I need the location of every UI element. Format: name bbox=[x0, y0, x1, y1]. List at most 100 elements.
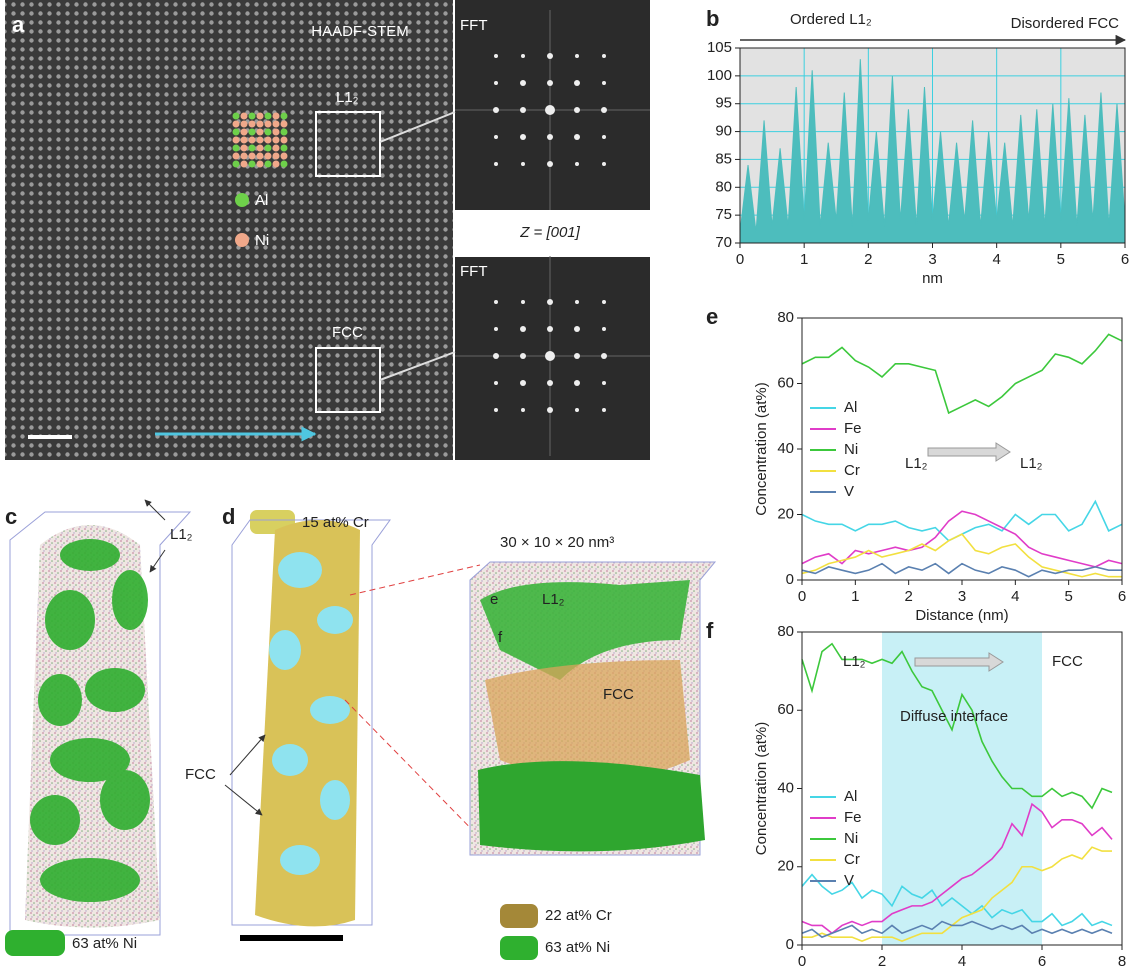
fft-spot bbox=[574, 80, 580, 86]
model-atom bbox=[281, 137, 288, 144]
x-tick-label: 1 bbox=[851, 588, 859, 605]
ni-isosurface bbox=[478, 761, 705, 851]
legend-swatch bbox=[500, 936, 538, 960]
shape bbox=[112, 570, 148, 630]
x-tick-label: 3 bbox=[958, 588, 966, 605]
model-atom bbox=[257, 121, 264, 128]
model-atom bbox=[233, 161, 240, 168]
model-atom bbox=[273, 153, 280, 160]
fft-spot bbox=[575, 300, 579, 304]
atom-label: Ni bbox=[255, 232, 269, 249]
y-tick-label: 60 bbox=[777, 701, 794, 718]
y-tick-label: 20 bbox=[777, 858, 794, 875]
x-tick-label: 6 bbox=[1121, 251, 1129, 268]
legend-label: Fe bbox=[844, 809, 862, 826]
fft-spot bbox=[574, 107, 580, 113]
x-tick-label: 2 bbox=[864, 251, 872, 268]
phase-label: FCC bbox=[332, 324, 363, 341]
legend-label: Al bbox=[844, 399, 857, 416]
x-tick-label: 4 bbox=[958, 953, 966, 970]
model-atom bbox=[249, 137, 256, 144]
annotation: Diffuse interface bbox=[900, 708, 1008, 725]
y-tick-label: 40 bbox=[777, 779, 794, 796]
fft-spot bbox=[547, 407, 553, 413]
model-atom bbox=[233, 113, 240, 120]
legend-label: Ni bbox=[844, 441, 858, 458]
y-axis-label: Concentration (at%) bbox=[753, 382, 770, 515]
y-tick-label: 95 bbox=[715, 95, 732, 112]
model-atom bbox=[273, 129, 280, 136]
panel-label: c bbox=[5, 504, 17, 529]
panel-label: b bbox=[706, 6, 719, 31]
al-atom bbox=[235, 193, 249, 207]
fft-spot bbox=[602, 408, 606, 412]
panel-label: e bbox=[706, 304, 718, 329]
fft-spot bbox=[547, 161, 553, 167]
fft-spot bbox=[547, 80, 553, 86]
fft-spot bbox=[494, 300, 498, 304]
fft-spot bbox=[601, 107, 607, 113]
model-atom bbox=[241, 145, 248, 152]
atom-label: Al bbox=[255, 192, 268, 209]
legend-label: Cr bbox=[844, 851, 860, 868]
pointer bbox=[150, 550, 165, 572]
fft-label: FFT bbox=[460, 17, 488, 34]
fft-spot bbox=[575, 54, 579, 58]
x-tick-label: 1 bbox=[800, 251, 808, 268]
y-tick-label: 100 bbox=[707, 67, 732, 84]
fft-spot bbox=[520, 134, 526, 140]
model-atom bbox=[265, 161, 272, 168]
model-atom bbox=[265, 137, 272, 144]
shape bbox=[100, 770, 150, 830]
header-label: Ordered L1₂ bbox=[790, 11, 872, 28]
legend-swatch bbox=[500, 904, 538, 928]
panel-label: a bbox=[12, 12, 25, 37]
y-tick-label: 20 bbox=[777, 505, 794, 522]
model-atom bbox=[273, 137, 280, 144]
legend-label: 15 at% Cr bbox=[302, 514, 369, 531]
ni-atom bbox=[235, 233, 249, 247]
model-atom bbox=[265, 153, 272, 160]
legend-label: V bbox=[844, 872, 854, 889]
model-atom bbox=[249, 161, 256, 168]
fft-spot bbox=[494, 135, 498, 139]
legend-label: Fe bbox=[844, 420, 862, 437]
model-atom bbox=[273, 145, 280, 152]
shape bbox=[278, 552, 322, 588]
y-tick-label: 80 bbox=[715, 178, 732, 195]
x-tick-label: 5 bbox=[1064, 588, 1072, 605]
fft-spot bbox=[521, 408, 525, 412]
zone-axis: Z = [001] bbox=[519, 224, 580, 241]
x-tick-label: 4 bbox=[992, 251, 1000, 268]
shape bbox=[60, 539, 120, 571]
annotation: L1₂ bbox=[1020, 455, 1043, 472]
fft-spot bbox=[575, 162, 579, 166]
fft-spot bbox=[545, 351, 555, 361]
model-atom bbox=[233, 145, 240, 152]
fft-spot bbox=[574, 380, 580, 386]
y-tick-label: 80 bbox=[777, 623, 794, 640]
x-tick-label: 5 bbox=[1057, 251, 1065, 268]
fft-spot bbox=[574, 326, 580, 332]
pointer bbox=[145, 500, 165, 520]
fft-spot bbox=[547, 299, 553, 305]
fft-spot bbox=[520, 80, 526, 86]
model-atom bbox=[281, 113, 288, 120]
phase-label: L1₂ bbox=[542, 591, 565, 608]
model-atom bbox=[241, 137, 248, 144]
fft-spot bbox=[602, 381, 606, 385]
model-atom bbox=[281, 121, 288, 128]
panel-a: a HAADF-STEM FFT FFT L1₂ FCC Al Ni Z = [… bbox=[5, 0, 650, 460]
legend-label: Al bbox=[844, 788, 857, 805]
fft-spot bbox=[575, 408, 579, 412]
fft-spot bbox=[547, 53, 553, 59]
model-atom bbox=[281, 129, 288, 136]
y-tick-label: 85 bbox=[715, 150, 732, 167]
fft-spot bbox=[602, 162, 606, 166]
fft-label: FFT bbox=[460, 263, 488, 280]
legend-label: Ni bbox=[844, 830, 858, 847]
legend-label: 63 at% Ni bbox=[545, 939, 610, 956]
model-atom bbox=[257, 153, 264, 160]
fft-spot bbox=[494, 81, 498, 85]
panel-c: c L1₂ 63 at% Ni bbox=[5, 500, 193, 956]
